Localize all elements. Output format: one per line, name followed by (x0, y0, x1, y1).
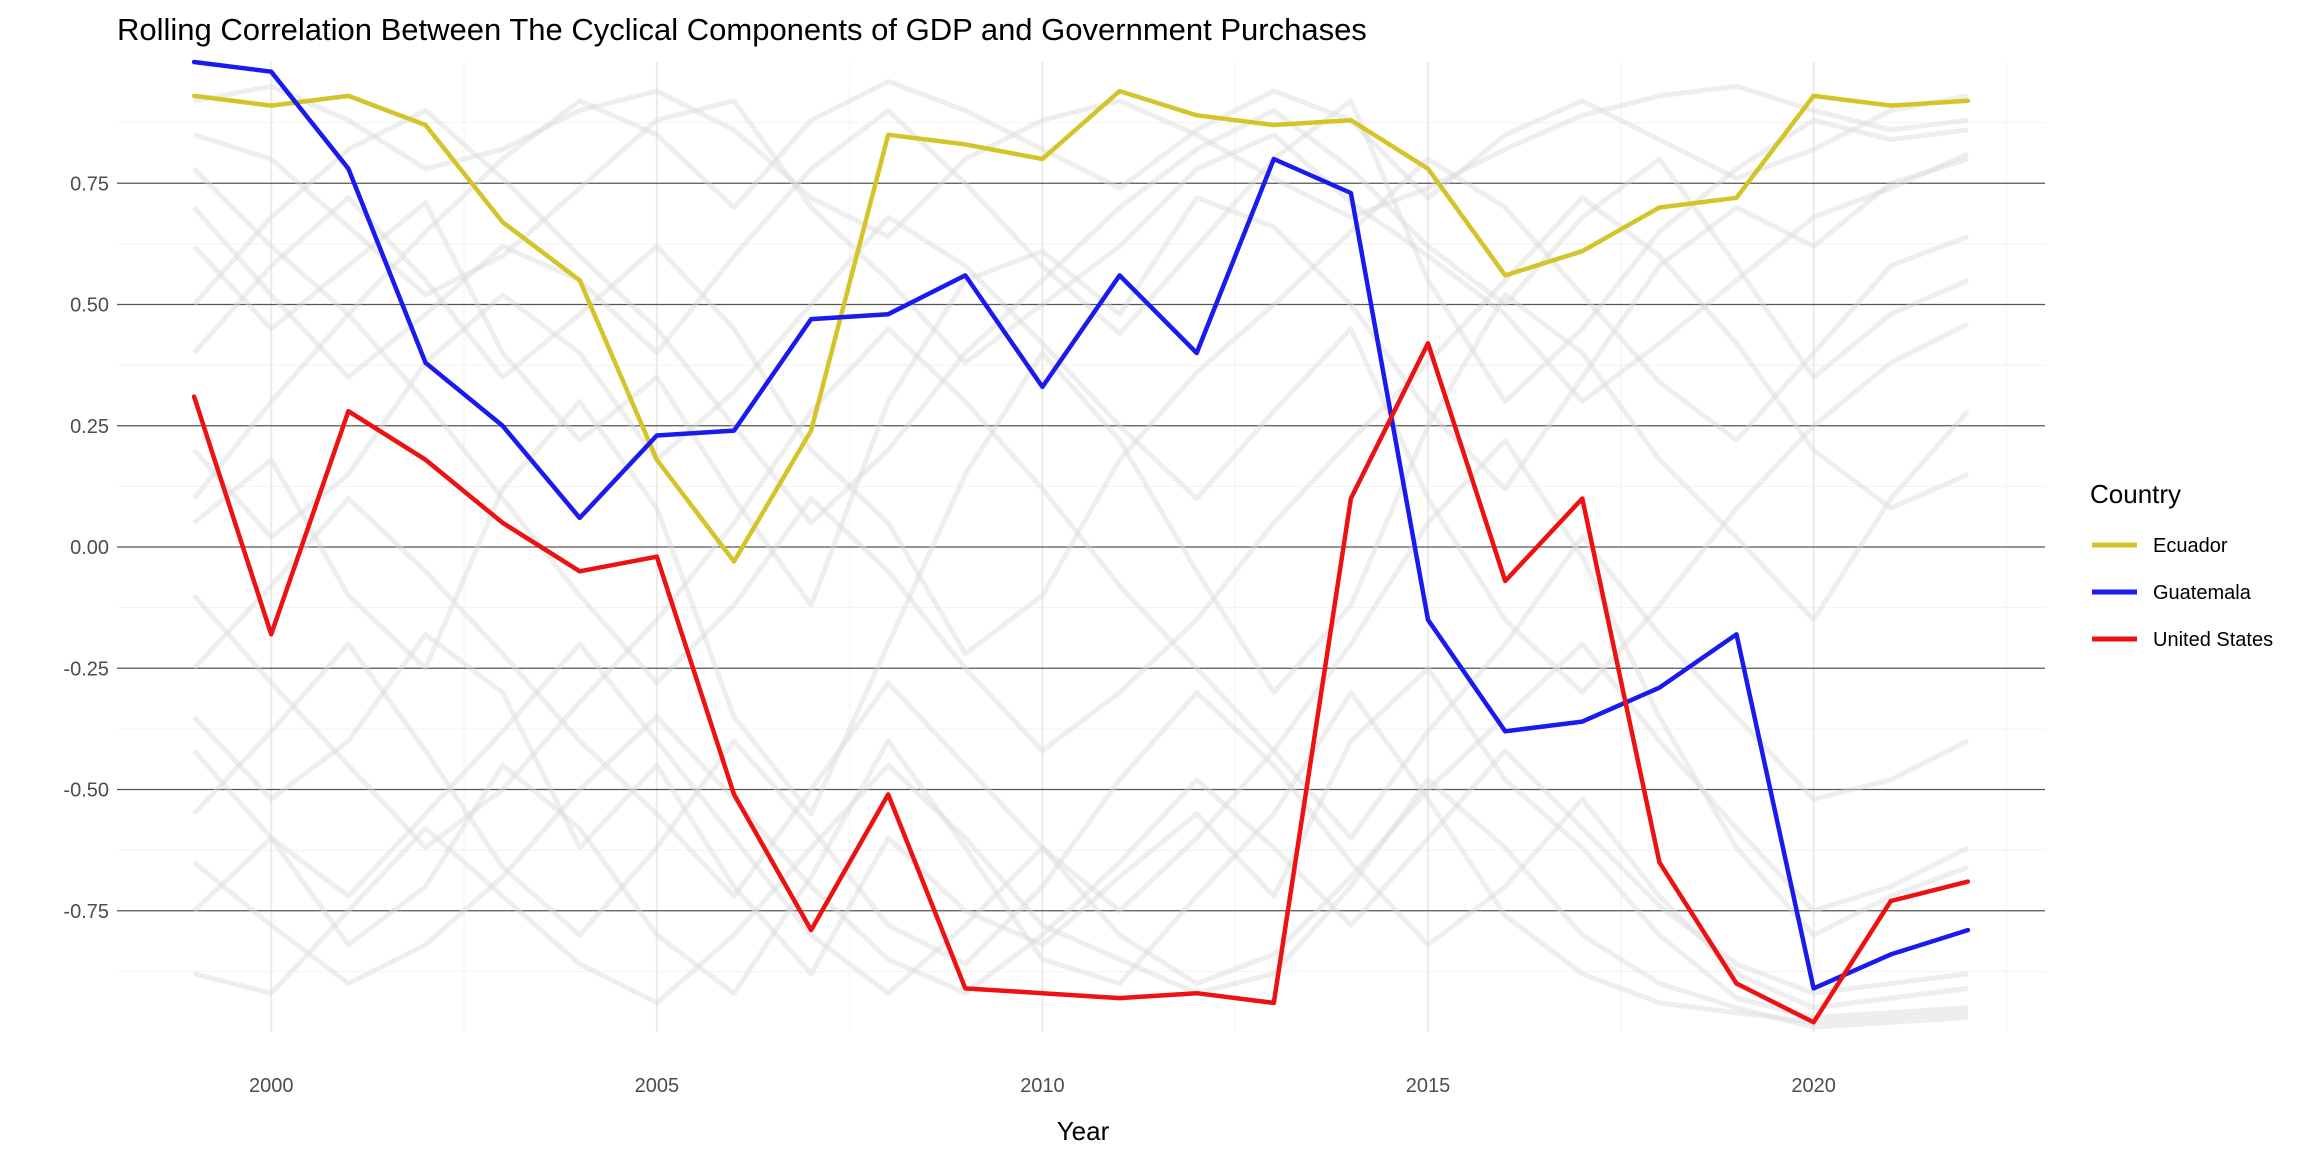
series-line-united-states (191, 341, 1971, 1025)
background-series-line (192, 714, 1969, 996)
y-tick-label: -0.25 (63, 658, 109, 680)
x-axis-title: Year (1057, 1116, 1110, 1146)
background-series-line (192, 641, 1969, 1011)
background-country-lines (192, 78, 1970, 1030)
legend-title: Country (2090, 479, 2181, 509)
y-tick-label: 0.50 (70, 295, 109, 317)
background-series-line (192, 641, 1970, 996)
background-series-line (193, 83, 1969, 240)
x-tick-label: 2020 (1791, 1075, 1836, 1097)
background-series-line (192, 98, 1969, 404)
chart-title: Rolling Correlation Between The Cyclical… (117, 12, 1367, 47)
background-series-line (192, 631, 1969, 1020)
legend: Country Ecuador Guatemala United States (2090, 479, 2273, 651)
x-axis-tick-labels: 2000 2005 2010 2015 2020 (249, 1075, 1836, 1097)
background-series-line (192, 156, 1969, 608)
background-series-line (192, 108, 1969, 526)
y-tick-label: 0.75 (70, 173, 109, 195)
background-series-line (192, 326, 1970, 851)
background-series-line (192, 214, 1970, 695)
highlighted-series-lines (191, 59, 1971, 1025)
background-series-line (192, 292, 1970, 817)
background-series-line (193, 98, 1969, 404)
background-series-line (193, 762, 1969, 1030)
legend-label-united-states: United States (2153, 629, 2273, 651)
x-tick-label: 2010 (1020, 1075, 1065, 1097)
major-gridlines (117, 62, 2045, 1032)
y-tick-label: 0.25 (70, 416, 109, 438)
background-series-line (192, 78, 1969, 317)
y-tick-label: -0.75 (63, 901, 109, 923)
legend-label-ecuador: Ecuador (2153, 535, 2228, 557)
legend-label-guatemala: Guatemala (2153, 582, 2252, 604)
x-tick-label: 2000 (249, 1075, 294, 1097)
y-tick-label: -0.50 (63, 780, 109, 802)
y-tick-label: 0.00 (70, 537, 109, 559)
series-line-ecuador (191, 88, 1971, 564)
series-line-guatemala (191, 59, 1971, 991)
x-tick-label: 2015 (1406, 1075, 1451, 1097)
y-axis-tick-labels: 0.75 0.50 0.25 0.00 -0.25 -0.50 -0.75 (63, 173, 109, 923)
background-series-line (192, 195, 1969, 754)
background-series-line (192, 156, 1969, 657)
legend-items: Ecuador Guatemala United States (2092, 535, 2273, 651)
background-series-line (192, 437, 1969, 938)
background-series-line (192, 690, 1969, 1025)
x-tick-label: 2005 (635, 1075, 680, 1097)
